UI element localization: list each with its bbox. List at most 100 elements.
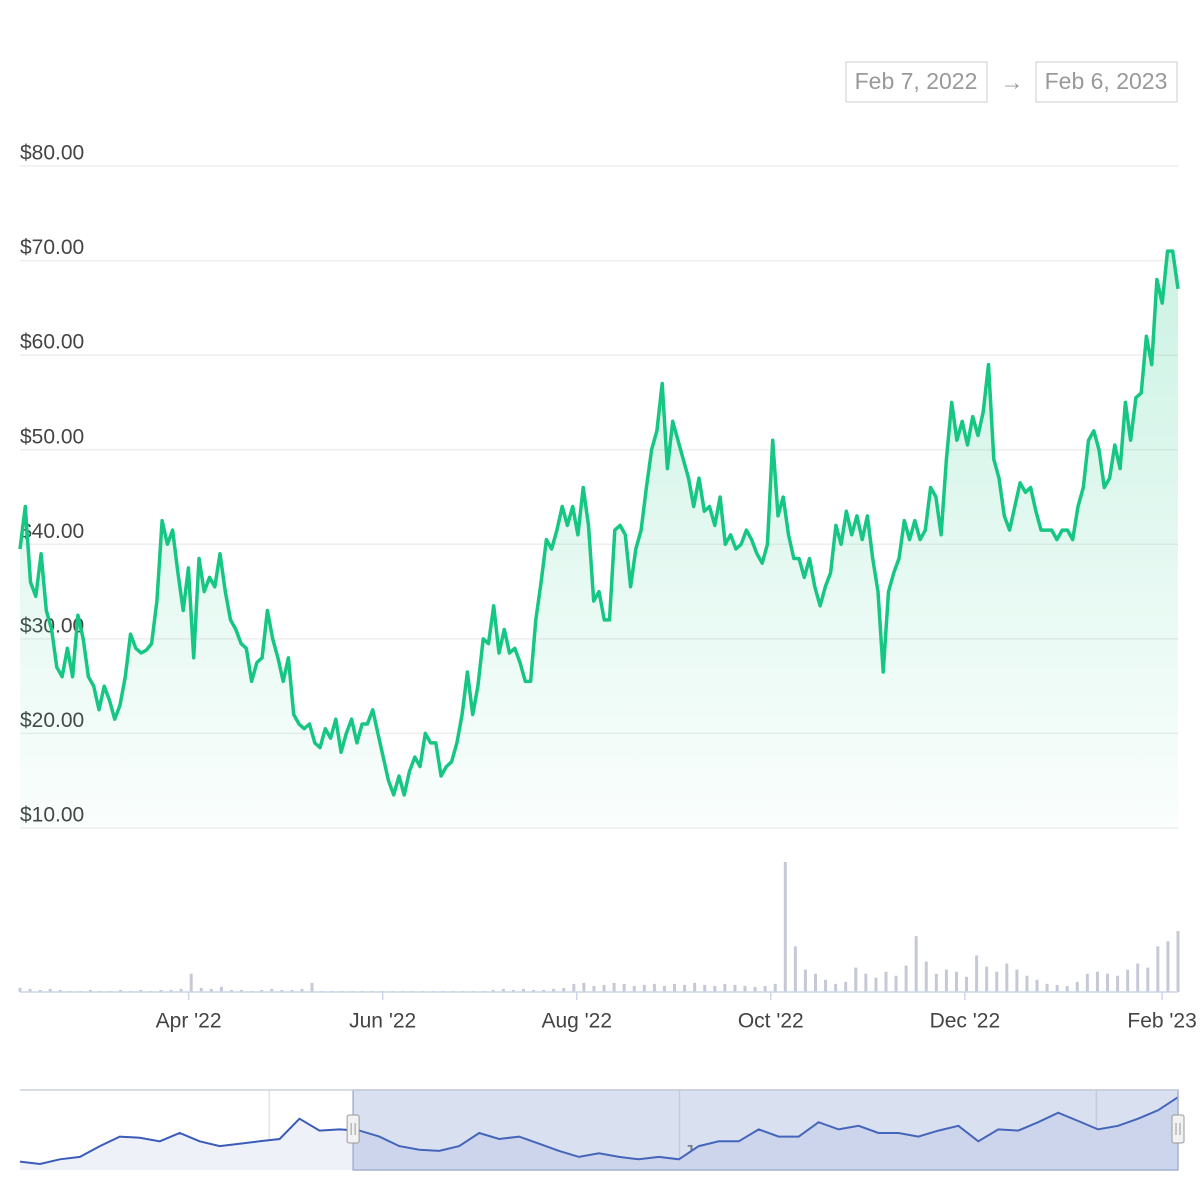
volume-bar: [985, 966, 989, 992]
range-start-box[interactable]: [845, 61, 988, 103]
volume-bar: [934, 973, 938, 992]
volume-bar: [1065, 985, 1069, 992]
range-separator: →: [1001, 69, 1024, 95]
volume-bar: [652, 983, 656, 992]
volume-bar: [1146, 967, 1150, 992]
volume-bar: [713, 985, 717, 992]
range-start[interactable]: Feb 7, 2022: [855, 68, 978, 94]
volume-bar: [824, 979, 828, 992]
volume-bar: [582, 982, 586, 992]
volume-bar: [662, 985, 666, 992]
x-tick-label: Oct '22: [738, 1010, 804, 1033]
volume-bar: [1025, 975, 1029, 992]
volume-bar: [169, 989, 173, 992]
volume-bar: [18, 987, 22, 992]
nav-handle-grip: [350, 1123, 356, 1135]
volume-bar: [88, 989, 92, 992]
volume-bar: [975, 955, 979, 992]
volume-bar: [1156, 946, 1160, 992]
volume-bar: [1015, 969, 1019, 992]
volume-bar: [1035, 979, 1039, 992]
volume-bar: [1116, 975, 1120, 992]
volume-bar: [813, 973, 817, 992]
volume-bar: [1166, 941, 1170, 992]
volume-bar: [1136, 963, 1140, 992]
volume-bar: [914, 936, 918, 992]
volume-bar: [139, 989, 143, 992]
volume-bar: [743, 985, 747, 992]
nav-selection[interactable]: [352, 1089, 1179, 1171]
volume-bar: [28, 988, 32, 992]
volume-bar: [904, 965, 908, 992]
nav-handle[interactable]: [1171, 1114, 1185, 1144]
range-end-box[interactable]: [1035, 61, 1178, 103]
volume-bar: [240, 989, 244, 992]
volume-bar: [965, 976, 969, 992]
volume-bar: [572, 983, 576, 992]
volume-bar: [48, 988, 52, 992]
volume-bar: [1055, 984, 1059, 992]
volume-bar: [1005, 963, 1009, 992]
volume-bar: [703, 984, 707, 992]
range-end[interactable]: Feb 6, 2023: [1045, 68, 1168, 94]
volume-bar: [1176, 931, 1180, 992]
volume-bar: [552, 988, 556, 992]
volume-bar: [280, 989, 284, 992]
volume-bar: [793, 946, 797, 992]
volume-bar: [773, 983, 777, 992]
y-tick-label: $40.00: [20, 520, 84, 543]
volume-bar: [642, 984, 646, 992]
volume-bar: [783, 862, 787, 992]
volume-bar: [260, 989, 264, 992]
volume-bar: [803, 969, 807, 992]
volume-bar: [954, 971, 958, 992]
volume-bar: [733, 984, 737, 992]
volume-bar: [1095, 971, 1099, 992]
y-tick-label: $80.00: [20, 142, 84, 165]
volume-bar: [270, 988, 274, 992]
nav-area: [20, 1097, 1178, 1170]
x-tick-label: Apr '22: [156, 1010, 222, 1033]
volume-bar: [491, 989, 495, 992]
volume-bar: [199, 987, 203, 992]
volume-bar: [683, 984, 687, 992]
volume-bar: [884, 971, 888, 992]
volume-bar: [894, 975, 898, 992]
volume-bar: [592, 985, 596, 992]
volume-bar: [310, 982, 314, 992]
x-tick-label: Feb '23: [1127, 1010, 1196, 1033]
volume-bar: [521, 988, 525, 992]
volume-bar: [1085, 973, 1089, 992]
volume-bar: [864, 973, 868, 992]
volume-bar: [219, 986, 223, 992]
volume-bar: [511, 989, 515, 992]
volume-bar: [562, 987, 566, 992]
volume-bar: [924, 961, 928, 992]
volume-bar: [944, 969, 948, 992]
x-tick-label: Dec '22: [930, 1010, 1001, 1033]
volume-bar: [179, 988, 183, 992]
y-tick-label: $70.00: [20, 236, 84, 259]
volume-bar: [542, 989, 546, 992]
y-tick-label: $60.00: [20, 331, 84, 354]
y-tick-label: $50.00: [20, 425, 84, 448]
volume-bar: [209, 988, 213, 992]
volume-bar: [673, 983, 677, 992]
nav-handle[interactable]: [346, 1114, 360, 1144]
volume-bar: [995, 971, 999, 992]
volume-bar: [622, 983, 626, 992]
area-fill: [20, 251, 1178, 829]
volume-bar: [1045, 983, 1049, 992]
volume-bar: [723, 983, 727, 992]
x-tick-label: Aug '22: [541, 1010, 612, 1033]
volume-bar: [159, 989, 163, 992]
volume-bar: [854, 967, 858, 992]
volume-bar: [834, 983, 838, 992]
volume-bar: [612, 982, 616, 992]
volume-bar: [844, 981, 848, 992]
volume-bar: [693, 982, 697, 992]
volume-bar: [229, 989, 233, 992]
volume-bar: [763, 985, 767, 992]
